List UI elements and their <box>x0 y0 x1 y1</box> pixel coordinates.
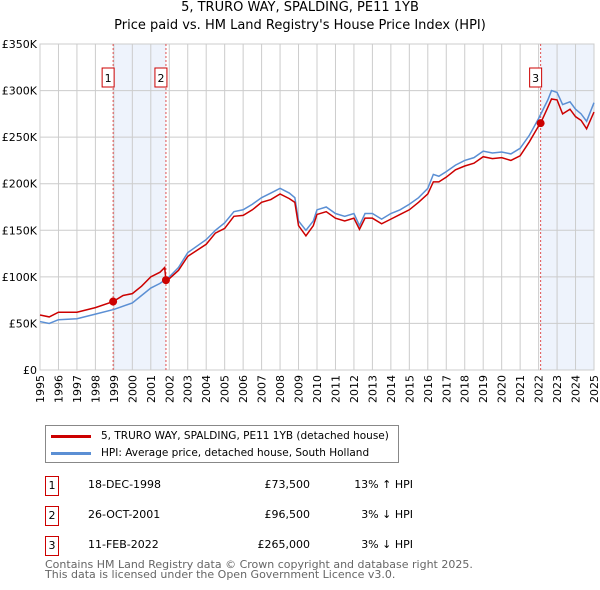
sale-hpi: 3% ↓ HPI <box>361 538 413 551</box>
legend-swatch-property <box>51 434 91 438</box>
y-tick-label: £100K <box>2 271 38 284</box>
y-tick-label: £350K <box>2 38 38 51</box>
sale-hpi: 3% ↓ HPI <box>361 508 413 521</box>
x-tick-label: 1999 <box>108 375 121 403</box>
y-tick-label: £250K <box>2 131 38 144</box>
legend-swatch-hpi <box>51 451 91 455</box>
x-tick-label: 2009 <box>293 375 306 403</box>
x-tick-label: 2001 <box>145 375 158 403</box>
chart-subtitle: Price paid vs. HM Land Registry's House … <box>114 18 486 33</box>
sale-marker <box>109 297 118 306</box>
x-tick-label: 2019 <box>477 375 490 403</box>
property-line <box>39 98 595 318</box>
legend-label-hpi: HPI: Average price, detached house, Sout… <box>101 447 370 459</box>
sale-date: 26-OCT-2001 <box>88 508 161 521</box>
sale-price: £96,500 <box>264 508 311 521</box>
line-chart: £0 £50K £100K £150K £200K £250K £300K £350K 1995… <box>2 38 600 403</box>
x-tick-label: 2024 <box>570 375 583 403</box>
x-tick-label: 2021 <box>514 375 527 403</box>
sale-box <box>529 67 543 88</box>
shaded-range <box>113 44 166 370</box>
x-tick-label: 2018 <box>459 375 472 403</box>
legend: 5, TRURO WAY, SPALDING, PE11 1YB (detach… <box>45 425 399 463</box>
sale-price: £265,000 <box>257 538 311 551</box>
x-tick-label: 2015 <box>403 375 416 403</box>
sale-box-label: 3 <box>532 72 539 85</box>
sale-row: 2 26-OCT-2001 £96,500 3% ↓ HPI <box>45 506 413 526</box>
y-tick-label: £200K <box>2 178 38 191</box>
x-tick-label: 1996 <box>52 375 65 403</box>
sale-number: 2 <box>45 506 59 526</box>
sale-box <box>101 67 115 88</box>
sale-marker <box>161 276 170 285</box>
x-tick-label: 1995 <box>34 375 47 403</box>
x-tick-label: 2011 <box>329 375 342 403</box>
y-tick-label: £300K <box>2 85 38 98</box>
sale-row: 1 18-DEC-1998 £73,500 13% ↑ HPI <box>45 476 413 496</box>
shaded-range <box>540 44 594 370</box>
x-tick-label: 2023 <box>551 375 564 403</box>
sale-box-label: 2 <box>157 72 164 85</box>
footer-line2: This data is licensed under the Open Gov… <box>45 568 396 581</box>
sale-row: 3 11-FEB-2022 £265,000 3% ↓ HPI <box>45 536 413 556</box>
x-tick-label: 2020 <box>496 375 509 403</box>
sale-price: £73,500 <box>264 478 311 491</box>
sale-date: 11-FEB-2022 <box>88 538 159 551</box>
x-tick-label: 2013 <box>366 375 379 403</box>
x-tick-label: 2006 <box>237 375 250 403</box>
x-tick-label: 2007 <box>256 375 269 403</box>
sale-marker <box>536 119 545 128</box>
y-tick-label: £50K <box>9 317 38 330</box>
x-tick-label: 2000 <box>126 375 139 403</box>
x-tick-label: 2012 <box>348 375 361 403</box>
sale-box-label: 1 <box>105 72 112 85</box>
plot-border <box>39 43 595 371</box>
sale-number: 1 <box>45 476 59 496</box>
chart-title: 5, TRURO WAY, SPALDING, PE11 1YB <box>181 0 419 15</box>
x-tick-label: 1997 <box>71 375 84 403</box>
hpi-line <box>39 89 595 325</box>
sale-box <box>154 67 168 88</box>
x-tick-label: 2017 <box>440 375 453 403</box>
x-tick-label: 2016 <box>422 375 435 403</box>
sale-hpi: 13% ↑ HPI <box>354 478 413 491</box>
x-tick-label: 2022 <box>533 375 546 403</box>
x-tick-label: 2002 <box>163 375 176 403</box>
y-tick-label: £0 <box>23 364 37 377</box>
x-tick-label: 1998 <box>89 375 102 403</box>
x-tick-label: 2010 <box>311 375 324 403</box>
footer-line1: Contains HM Land Registry data © Crown c… <box>45 558 473 571</box>
x-tick-label: 2008 <box>274 375 287 403</box>
y-tick-label: £150K <box>2 224 38 237</box>
x-tick-label: 2025 <box>588 375 600 403</box>
footer: Contains HM Land Registry data © Crown c… <box>45 558 473 581</box>
x-tick-label: 2005 <box>219 375 232 403</box>
x-tick-label: 2004 <box>200 375 213 403</box>
x-tick-label: 2003 <box>182 375 195 403</box>
sale-date: 18-DEC-1998 <box>88 478 162 491</box>
x-tick-label: 2014 <box>385 375 398 403</box>
sale-number: 3 <box>45 536 59 556</box>
legend-label-property: 5, TRURO WAY, SPALDING, PE11 1YB (detach… <box>101 430 389 442</box>
